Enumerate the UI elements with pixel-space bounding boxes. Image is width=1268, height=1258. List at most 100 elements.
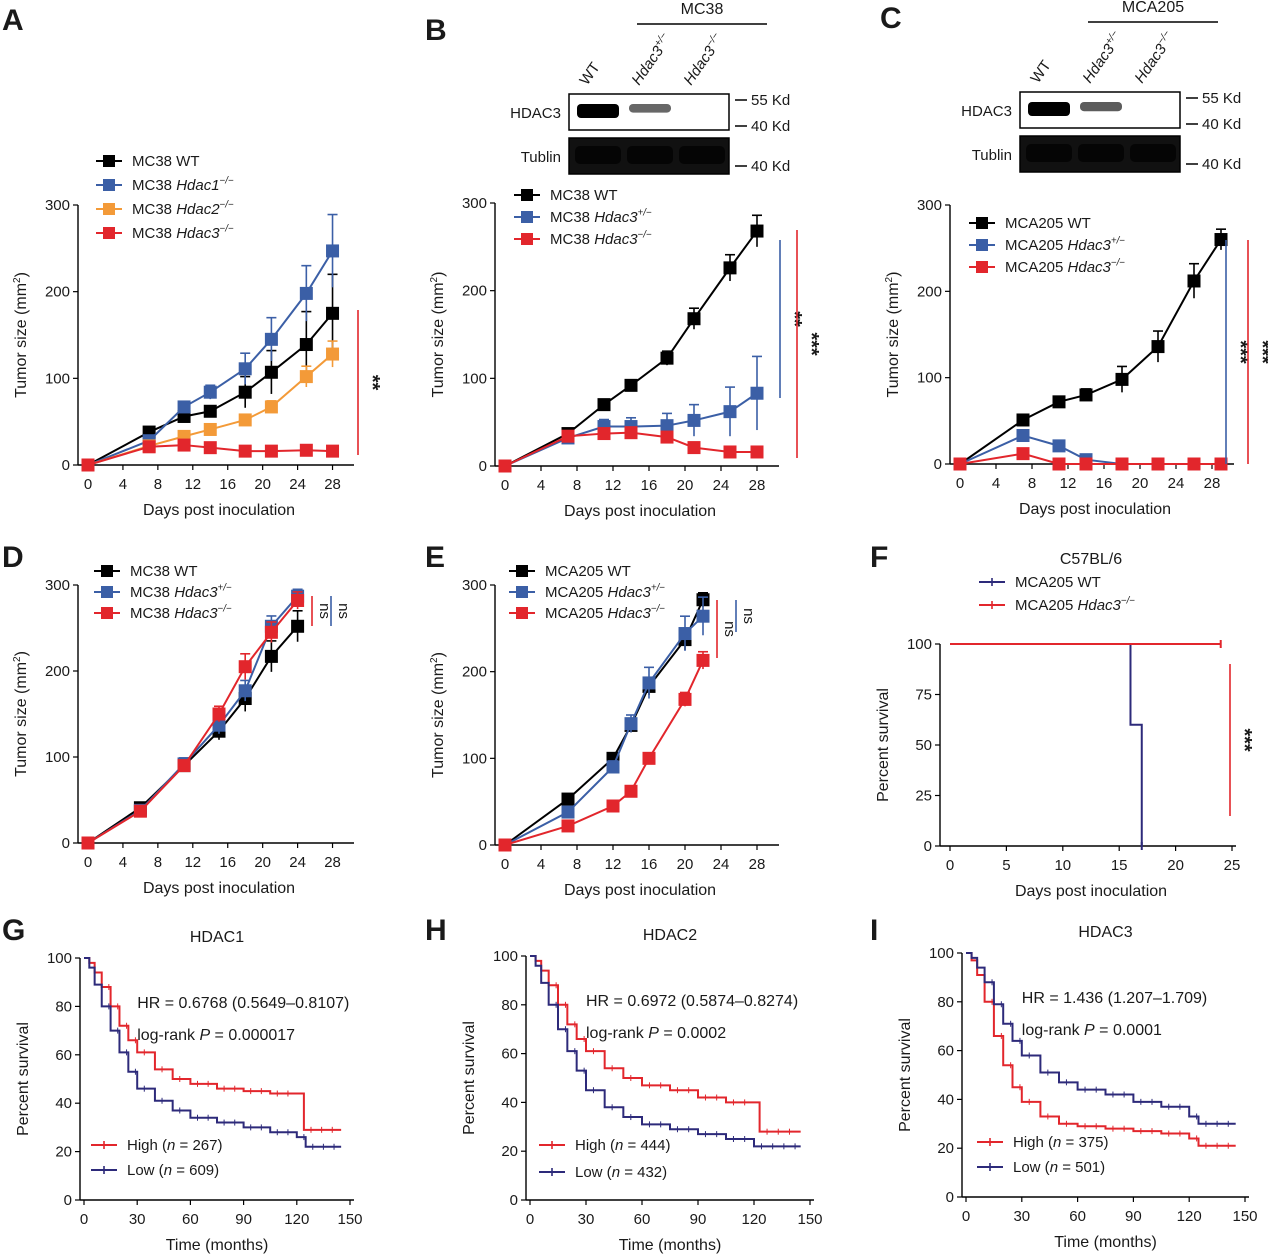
data-point [606, 799, 620, 813]
data-point [264, 332, 278, 346]
legend-marker [516, 607, 528, 619]
y-tick-label: 80 [55, 998, 72, 1015]
y-tick-label: 100 [929, 945, 954, 962]
x-tick-label: 0 [956, 475, 964, 492]
x-tick-label: 12 [184, 854, 201, 871]
panel-label-c: C [880, 2, 902, 35]
data-point [203, 441, 217, 455]
series-2 [953, 447, 1228, 471]
data-point [133, 804, 147, 818]
data-point [1151, 457, 1165, 471]
x-tick-label: 20 [254, 476, 271, 493]
x-tick-label: 4 [537, 477, 545, 494]
legend-label: MCA205 WT [1015, 574, 1101, 591]
legend-label: MC38 Hdac2−/− [132, 199, 234, 218]
lane-label: WT [1027, 57, 1054, 86]
tublin-band [1078, 144, 1124, 162]
data-point [1214, 457, 1228, 471]
x-tick-label: 0 [526, 1211, 534, 1228]
annotation: log-rank P = 0.0002 [586, 1025, 726, 1042]
series-0 [953, 228, 1228, 471]
x-tick-label: 15 [1111, 857, 1128, 874]
x-axis-label: Time (months) [1054, 1234, 1157, 1251]
x-tick-label: 5 [1002, 857, 1010, 874]
y-tick-label: 60 [937, 1043, 954, 1060]
data-point [498, 838, 512, 852]
x-tick-label: 20 [254, 854, 271, 871]
legend-label: High (n = 444) [575, 1137, 670, 1154]
western-blot-c: MCA205 WT Hdac3+/−Hdac3−/− HDAC3 Tublin 55 Kd… [961, 0, 1241, 173]
data-point [177, 400, 191, 414]
series-0 [530, 955, 801, 1135]
data-point [624, 426, 638, 440]
chart-title: HDAC2 [643, 927, 697, 944]
legend-entry: Low (n = 501) [977, 1159, 1105, 1176]
data-point [264, 400, 278, 414]
significance-label: ns [316, 603, 333, 619]
x-tick-label: 16 [219, 854, 236, 871]
x-axis-label: Days post inoculation [143, 502, 295, 519]
chart-i: 0 20 40 60 80 100 0 30 60 90 120 150 Time (months) Pe… [897, 924, 1258, 1251]
data-point [1115, 457, 1129, 471]
blot-row-label: HDAC3 [510, 105, 561, 122]
panel-label-a: A [2, 4, 24, 37]
data-point [1214, 233, 1228, 247]
x-tick-label: 16 [641, 477, 658, 494]
x-tick-label: 8 [154, 854, 162, 871]
data-point [696, 653, 710, 667]
x-tick-label: 28 [324, 476, 341, 493]
survival-curve [966, 952, 1236, 1125]
legend-entry: High (n = 375) [977, 1134, 1108, 1151]
y-axis-label: Tumor size (mm2) [429, 272, 447, 398]
data-point [238, 362, 252, 376]
significance-label: ** [783, 311, 805, 327]
y-tick-label: 40 [937, 1091, 954, 1108]
chart-d: 0 100 200 300 0 4 8 12 16 20 24 28 Days post inocula… [12, 563, 354, 897]
x-tick-label: 8 [1028, 475, 1036, 492]
y-tick-label: 80 [937, 994, 954, 1011]
x-tick-label: 90 [235, 1211, 252, 1228]
x-tick-label: 8 [573, 477, 581, 494]
y-tick-label: 0 [64, 1192, 72, 1209]
lane-label: Hdac3+/− [1079, 28, 1127, 86]
legend-entry: MCA205 WT [969, 215, 1091, 232]
significance-label: *** [800, 332, 822, 356]
series-3 [81, 438, 340, 472]
x-tick-label: 20 [1132, 475, 1149, 492]
legend-entry: MC38 Hdac3+/− [94, 582, 232, 601]
legend-entry: MCA205 WT [979, 574, 1101, 591]
legend-entry: MC38 Hdac1−/− [96, 175, 234, 194]
legend-marker [101, 565, 113, 577]
data-point [203, 385, 217, 399]
y-tick-label: 80 [501, 997, 518, 1014]
legend-marker [976, 217, 988, 229]
series-0 [81, 609, 305, 850]
data-point [299, 370, 313, 384]
data-point [264, 649, 278, 663]
series-line [504, 599, 704, 846]
data-point [561, 429, 575, 443]
marker-label: 40 Kd [1202, 156, 1241, 173]
x-tick-label: 4 [537, 856, 545, 873]
y-tick-label: 100 [917, 370, 942, 387]
legend-label: MC38 WT [132, 153, 200, 170]
data-point [723, 405, 737, 419]
lane-label: Hdac3−/− [1131, 28, 1179, 86]
x-tick-label: 12 [1060, 475, 1077, 492]
significance-label: ns [335, 603, 352, 619]
y-axis-label: Percent survival [461, 1021, 478, 1135]
data-point [606, 760, 620, 774]
x-tick-label: 8 [573, 856, 581, 873]
legend-marker [101, 586, 113, 598]
legend-label: Low (n = 501) [1013, 1159, 1105, 1176]
data-point [624, 378, 638, 392]
data-point [291, 619, 305, 633]
legend-label: MC38 Hdac1−/− [132, 175, 234, 194]
y-tick-label: 0 [62, 835, 70, 852]
x-tick-label: 4 [119, 476, 127, 493]
chart-g: 0 20 40 60 80 100 0 30 60 90 120 150 Time (months) Pe… [15, 929, 363, 1254]
data-point [326, 306, 340, 320]
legend-entry: MC38 Hdac2−/− [96, 199, 234, 218]
x-tick-label: 60 [634, 1211, 651, 1228]
